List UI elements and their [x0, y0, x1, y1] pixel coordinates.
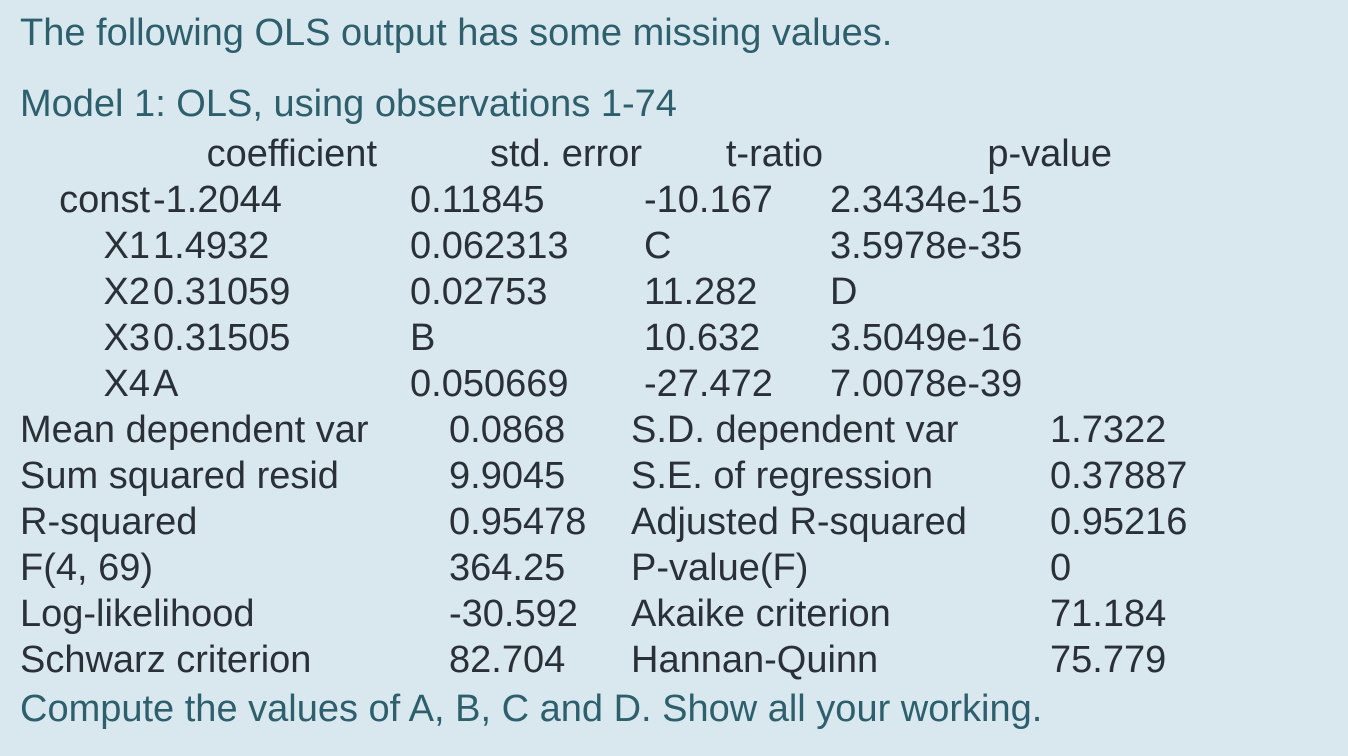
coefficient-value: 0.31505	[153, 317, 291, 359]
summary-label: Mean dependent var	[20, 409, 369, 451]
summary-value: 0.0868	[449, 409, 566, 451]
header-blank-cell	[20, 131, 150, 177]
summary-label: Sum squared resid	[20, 455, 339, 497]
header-p-value: p-value	[987, 133, 1112, 175]
coefficient-value: A	[153, 363, 179, 405]
summary-value: 82.704	[449, 639, 566, 681]
var-name: X4	[103, 363, 150, 405]
summary-value: 9.9045	[449, 455, 566, 497]
coefficient-value: 0.31059	[153, 271, 291, 313]
p-value-value: 7.0078e-39	[830, 363, 1023, 405]
summary-value: 1.7322	[1050, 409, 1167, 451]
summary-label: Hannan-Quinn	[631, 639, 879, 681]
summary-value: 0	[1050, 547, 1072, 589]
summary-label: Schwarz criterion	[20, 639, 312, 681]
model-title: Model 1: OLS, using observations 1-74	[20, 83, 677, 125]
p-value-value: 3.5049e-16	[830, 317, 1023, 359]
p-value-value: 2.3434e-15	[830, 179, 1023, 221]
summary-value: 364.25	[449, 547, 566, 589]
summary-value: 0.95216	[1050, 501, 1188, 543]
t-ratio-value: 11.282	[644, 271, 758, 313]
summary-value: 71.184	[1050, 593, 1167, 635]
summary-value: 0.95478	[449, 501, 587, 543]
summary-label: P-value(F)	[631, 547, 809, 589]
header-t-ratio: t-ratio	[725, 133, 823, 175]
summary-value: 75.779	[1050, 639, 1167, 681]
summary-value: -30.592	[449, 593, 578, 635]
std-error-value: 0.11845	[410, 179, 545, 221]
var-name: X2	[103, 271, 150, 313]
question-page: The following OLS output has some missin…	[20, 12, 1328, 730]
coefficient-value: 1.4932	[153, 225, 270, 267]
summary-value: 0.37887	[1050, 455, 1188, 497]
header-coefficient: coefficient	[206, 133, 377, 175]
std-error-value: B	[410, 317, 436, 359]
summary-label: R-squared	[20, 501, 198, 543]
question-text: Compute the values of A, B, C and D. Sho…	[20, 688, 1043, 730]
summary-statistics-table: Mean dependent var 0.0868 S.D. dependent…	[20, 407, 1328, 683]
summary-label: S.E. of regression	[631, 455, 934, 497]
var-name: X1	[103, 225, 150, 267]
var-name: X3	[103, 317, 150, 359]
std-error-value: 0.02753	[410, 271, 548, 313]
summary-label: F(4, 69)	[20, 547, 154, 589]
std-error-value: 0.050669	[410, 363, 569, 405]
coefficient-value: -1.2044	[153, 179, 282, 221]
t-ratio-value: -10.167	[644, 179, 773, 221]
summary-label: Log-likelihood	[20, 593, 255, 635]
header-std-error: std. error	[489, 133, 642, 175]
std-error-value: 0.062313	[410, 225, 569, 267]
t-ratio-value: C	[644, 225, 672, 267]
p-value-value: D	[830, 271, 858, 313]
t-ratio-value: -27.472	[644, 363, 773, 405]
intro-text: The following OLS output has some missin…	[20, 12, 893, 54]
coefficient-table: coefficient std. error t-ratio p-value c…	[20, 131, 1328, 407]
summary-label: Akaike criterion	[631, 593, 891, 635]
summary-label: S.D. dependent var	[631, 409, 959, 451]
summary-label: Adjusted R-squared	[631, 501, 967, 543]
p-value-value: 3.5978e-35	[830, 225, 1023, 267]
var-name: const	[59, 179, 150, 221]
t-ratio-value: 10.632	[644, 317, 761, 359]
